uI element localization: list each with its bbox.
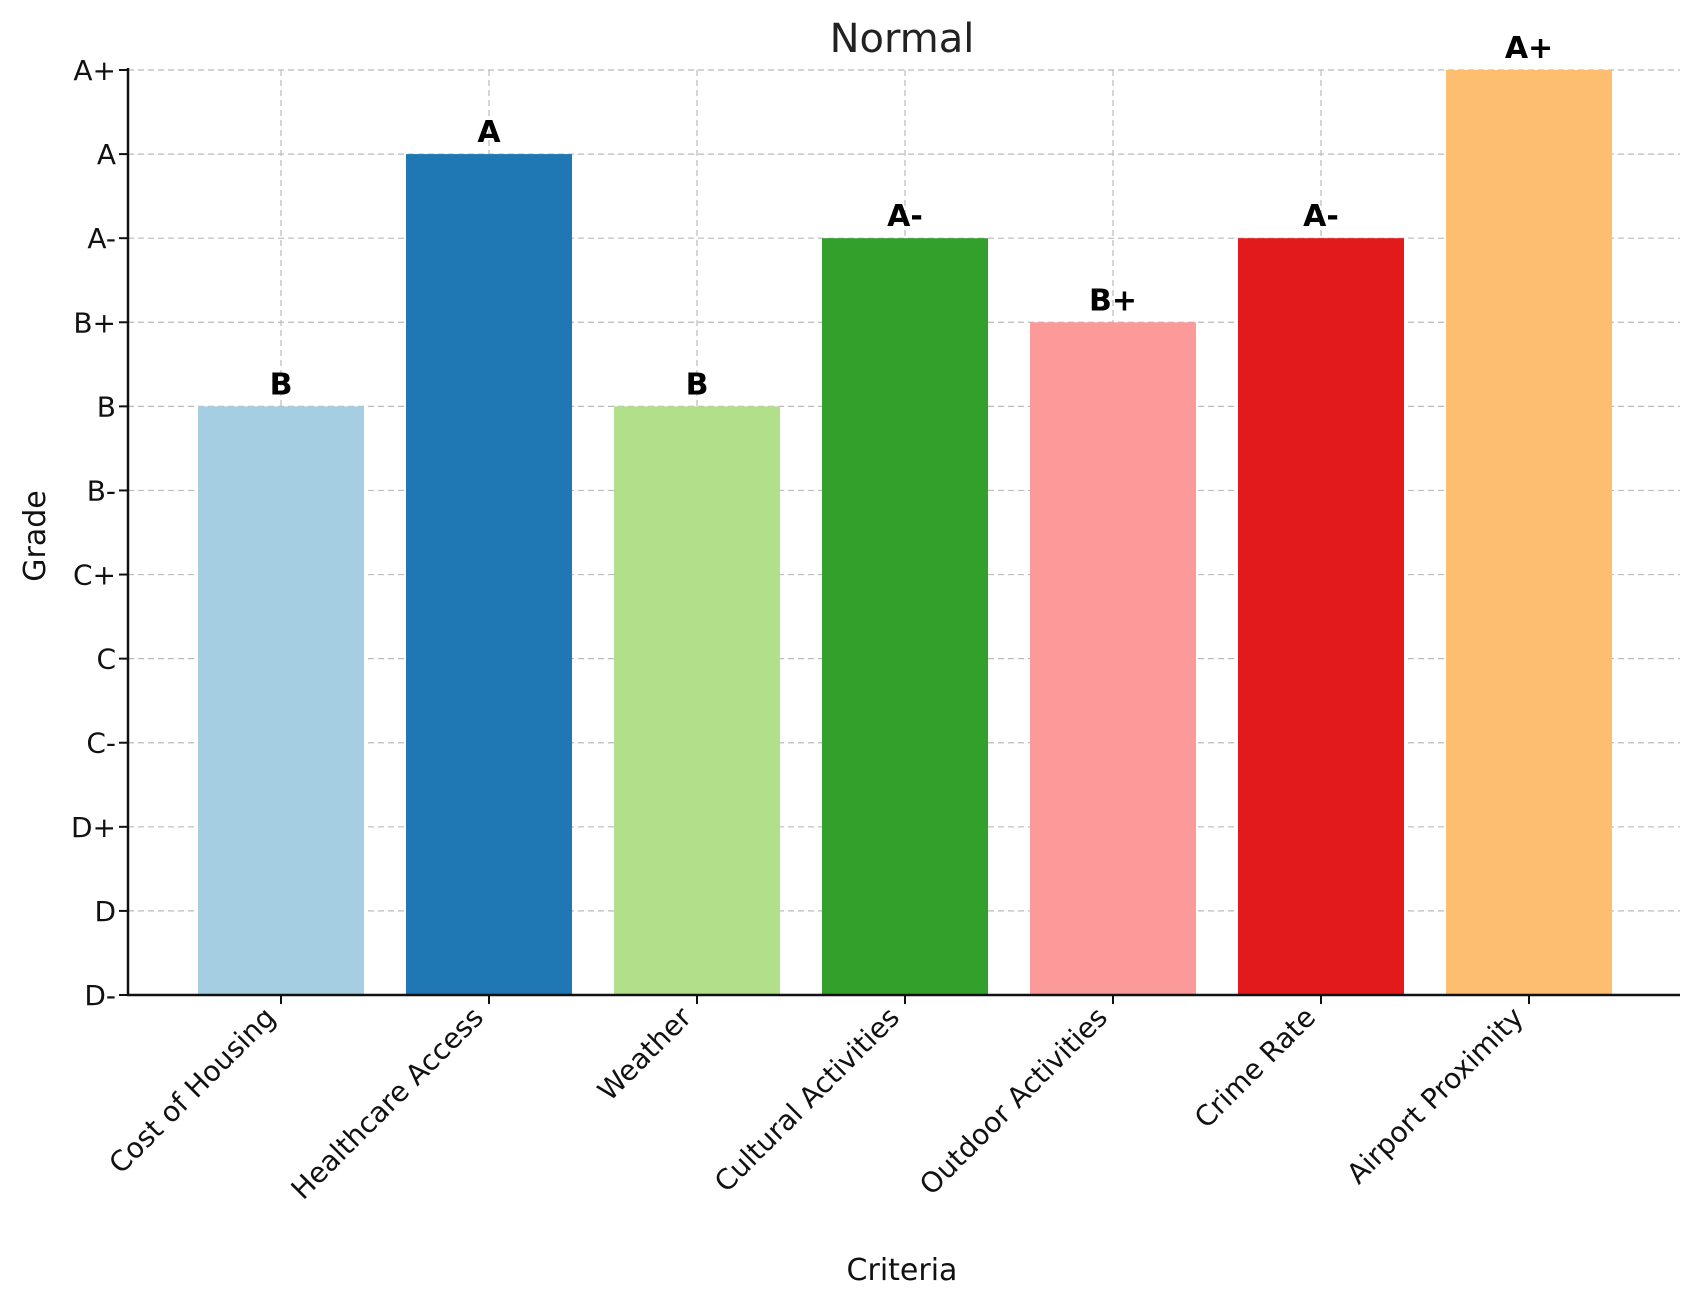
y-axis-label: Grade <box>18 490 53 581</box>
y-tick-label: B- <box>87 474 116 507</box>
y-tick-label: B+ <box>73 306 116 339</box>
y-tick-label: C- <box>86 727 116 760</box>
bar <box>406 154 572 995</box>
data-label: B+ <box>1089 283 1137 318</box>
data-label: B <box>686 367 709 402</box>
y-tick-label: C <box>96 643 116 676</box>
y-tick-label: A+ <box>73 54 116 87</box>
y-tick-label: A- <box>87 222 116 255</box>
data-label: A <box>477 115 501 150</box>
x-tick-label: Outdoor Activities <box>913 1001 1114 1202</box>
chart-title: Normal <box>830 16 975 62</box>
bar <box>822 238 988 995</box>
x-tick-label: Healthcare Access <box>285 1001 490 1206</box>
bar <box>1446 70 1612 995</box>
x-axis-label: Criteria <box>847 1253 958 1288</box>
x-tick-label: Weather <box>591 1000 698 1107</box>
y-tick-label: D <box>94 895 116 928</box>
x-tick-label: Cost of Housing <box>102 1001 282 1181</box>
data-label: A+ <box>1505 31 1553 66</box>
bar <box>1030 322 1196 996</box>
y-tick-label: D+ <box>71 811 116 844</box>
bar <box>1238 238 1404 995</box>
y-tick-label: A <box>97 138 116 171</box>
x-tick-label: Crime Rate <box>1188 1001 1322 1135</box>
bars <box>198 70 1612 996</box>
bar <box>614 406 780 995</box>
y-tick-label: B <box>97 390 116 423</box>
bar <box>198 406 364 995</box>
data-labels: B A B A- B+ A- A+ <box>270 31 1554 402</box>
y-tick-label: C+ <box>73 559 116 592</box>
data-label: B <box>270 367 293 402</box>
x-tick-label: Airport Proximity <box>1340 1001 1530 1191</box>
data-label: A- <box>1303 199 1339 234</box>
data-label: A- <box>887 199 923 234</box>
y-tick-label: D- <box>84 979 116 1012</box>
x-tick-label: Cultural Activities <box>708 1001 906 1199</box>
